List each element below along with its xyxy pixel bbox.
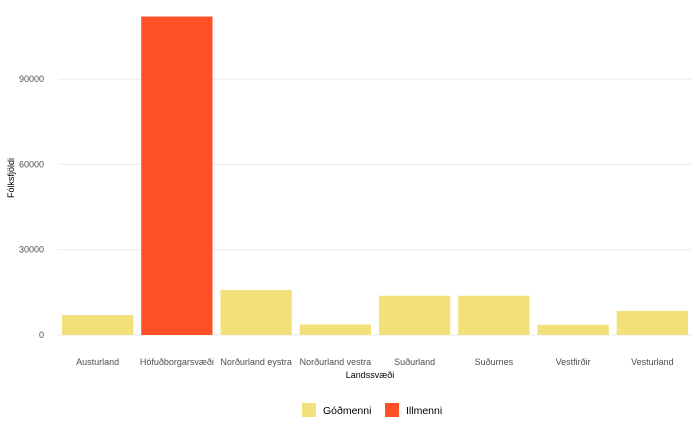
x-tick-label: Vesturland xyxy=(631,357,674,367)
y-axis-title: Fólksfjöldi xyxy=(6,158,16,198)
x-tick-label: Suðurland xyxy=(394,357,435,367)
legend-label: Góðmenni xyxy=(323,405,371,417)
x-tick-label: Austurland xyxy=(76,357,119,367)
bar xyxy=(220,290,292,335)
y-tick-label: 90000 xyxy=(19,74,44,84)
bar xyxy=(299,324,372,335)
x-tick-label: Suðurnes xyxy=(475,357,514,367)
bar xyxy=(141,16,213,336)
bars xyxy=(61,16,689,336)
x-axis-title: Landssvæði xyxy=(346,370,395,380)
x-axis-ticks: Austurland Höfuðborgarsvæði Norðurland eys… xyxy=(76,357,674,367)
bar xyxy=(616,310,689,335)
x-tick-label: Norðurland eystra xyxy=(220,357,292,367)
y-axis-ticks: 0 30000 60000 90000 xyxy=(19,74,44,340)
x-tick-label: Vestfirðir xyxy=(556,357,591,367)
y-tick-label: 60000 xyxy=(19,159,44,169)
x-tick-label: Norðurland vestra xyxy=(300,357,372,367)
y-tick-label: 30000 xyxy=(19,245,44,255)
legend-swatch xyxy=(385,403,399,417)
legend-label: Illmenni xyxy=(406,405,442,417)
x-tick-label: Höfuðborgarsvæði xyxy=(140,357,214,367)
bar xyxy=(61,315,134,335)
bar xyxy=(458,295,530,335)
legend: Góðmenni Illmenni xyxy=(302,403,442,417)
legend-swatch xyxy=(302,403,316,417)
y-tick-label: 0 xyxy=(39,330,44,340)
bar xyxy=(378,295,451,335)
bar xyxy=(537,324,609,335)
